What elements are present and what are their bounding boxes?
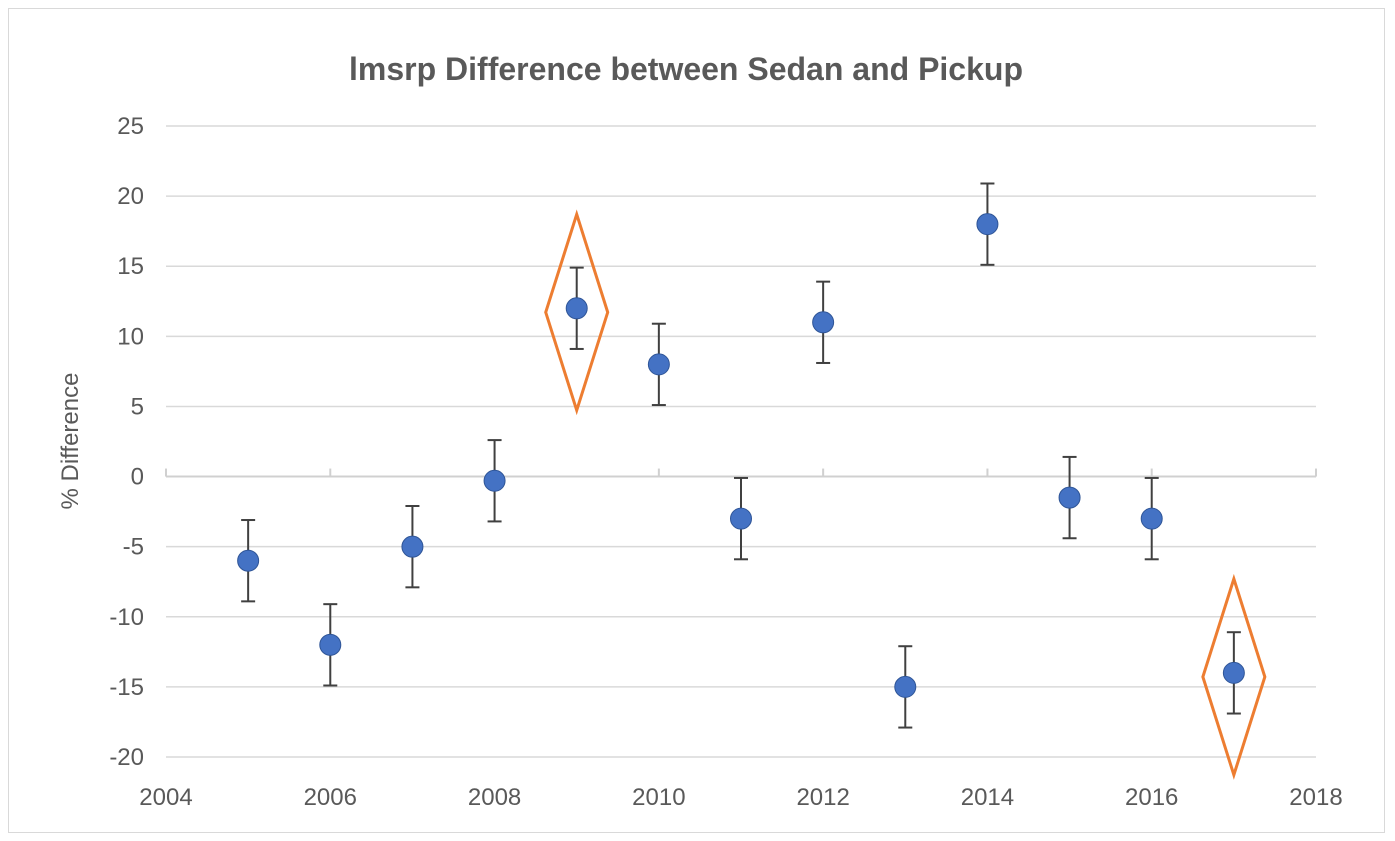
data-point [319, 633, 342, 656]
y-tick-label: 20 [117, 183, 144, 210]
x-tick-label: 2016 [1125, 784, 1178, 811]
y-tick-label: -10 [109, 604, 144, 631]
highlight-diamond [544, 209, 610, 416]
data-point [1140, 507, 1163, 530]
data-point [401, 535, 424, 558]
y-tick-label: -15 [109, 674, 144, 701]
y-tick-label: -20 [109, 744, 144, 771]
y-tick-label: 5 [131, 393, 144, 420]
data-point [565, 297, 588, 320]
x-tick-label: 2014 [961, 784, 1014, 811]
highlight-markers [544, 209, 1267, 780]
data-point [1222, 661, 1245, 684]
data-point [237, 549, 260, 572]
x-tick-label: 2008 [468, 784, 521, 811]
data-point [976, 213, 999, 236]
chart-frame [8, 8, 1385, 833]
gridlines [166, 125, 1316, 758]
data-point [647, 353, 670, 376]
data-point [812, 311, 835, 334]
y-tick-label: 0 [131, 464, 144, 491]
tick-labels: 25 20 15 10 5 0 -5 -10 -15 -20 2004 2006 2008 2010 201… [109, 113, 1342, 811]
x-tick-label: 2018 [1289, 784, 1342, 811]
data-point [730, 507, 752, 530]
error-bars [241, 182, 1241, 729]
data-point [1058, 486, 1081, 509]
data-points [237, 213, 1245, 698]
y-tick-label: 15 [117, 253, 144, 280]
x-tick-label: 2004 [139, 784, 192, 811]
highlight-diamond [1201, 573, 1267, 780]
y-tick-label: 25 [117, 113, 144, 140]
y-tick-label: -5 [123, 534, 144, 561]
x-axis [165, 468, 1317, 478]
chart-title: lmsrp Difference between Sedan and Picku… [349, 51, 1023, 87]
y-tick-label: 10 [117, 323, 144, 350]
data-point [894, 675, 917, 698]
x-tick-label: 2006 [304, 784, 357, 811]
x-tick-label: 2012 [796, 784, 849, 811]
data-point [483, 469, 506, 492]
y-axis-label: % Difference [57, 373, 84, 510]
x-tick-label: 2010 [632, 784, 685, 811]
